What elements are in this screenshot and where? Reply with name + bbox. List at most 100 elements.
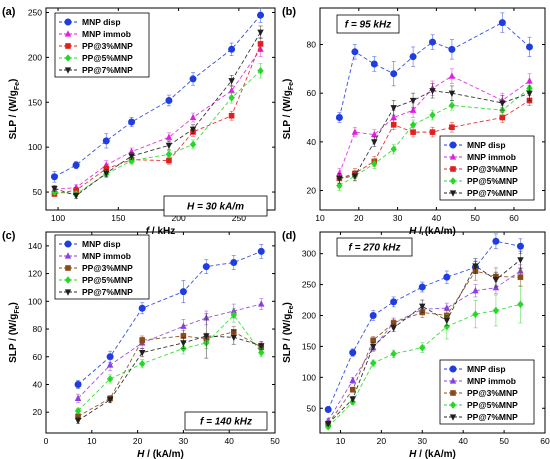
legend-marker <box>449 153 457 160</box>
legend-entry: PP@7%MNP <box>467 412 518 422</box>
data-point <box>390 70 398 78</box>
data-point <box>189 113 197 121</box>
legend: MNP disp MNP immob PP@3%MNP PP@5%MNP PP@7%MN… <box>439 359 535 425</box>
y-tick-label: 250 <box>302 280 316 290</box>
data-point <box>138 350 146 357</box>
data-point <box>349 386 356 393</box>
data-point <box>230 334 237 342</box>
data-point <box>258 343 265 350</box>
x-tick-label: 50 <box>470 213 480 223</box>
data-point <box>390 113 397 121</box>
x-tick-label: 200 <box>171 213 185 223</box>
data-point <box>499 100 506 107</box>
legend-entry: MNP immob <box>467 152 516 162</box>
data-point <box>138 304 146 312</box>
panel-label: (c) <box>2 230 16 242</box>
y-tick-label: 100 <box>28 296 42 306</box>
legend-marker <box>64 276 72 284</box>
data-point <box>189 75 197 83</box>
y-tick-label: 100 <box>302 372 316 382</box>
data-point <box>189 126 197 133</box>
y-tick-label: 20 <box>307 186 317 196</box>
x-tick-label: 60 <box>540 436 550 446</box>
y-axis-label: SLP / (W/gFe) <box>8 302 21 363</box>
legend-marker <box>64 67 72 74</box>
annotation-box <box>336 14 400 34</box>
x-tick-label: 100 <box>51 213 65 223</box>
data-point <box>443 317 451 325</box>
data-point <box>228 78 235 85</box>
series-line <box>77 335 262 421</box>
legend-marker <box>449 190 457 197</box>
y-tick-label: 60 <box>307 88 317 98</box>
legend-marker <box>449 414 457 421</box>
x-tick-label: 10 <box>336 436 346 446</box>
y-tick-label: 20 <box>33 407 43 417</box>
data-point <box>429 111 436 119</box>
y-tick-label: 250 <box>28 7 42 17</box>
data-point <box>106 397 114 404</box>
y-tick-label: 100 <box>28 142 42 152</box>
data-point <box>103 170 110 177</box>
x-tick-label: 0 <box>44 436 49 446</box>
y-tick-label: 120 <box>28 269 42 279</box>
series-line <box>54 32 261 197</box>
data-point <box>74 407 82 415</box>
series-3 <box>75 325 265 420</box>
y-tick-label: 200 <box>302 310 316 320</box>
legend-entry: PP@5%MNP <box>467 176 518 186</box>
legend-marker <box>64 240 72 248</box>
legend-marker <box>64 54 72 62</box>
x-tick-label: 50 <box>270 436 280 446</box>
data-point <box>74 380 82 388</box>
legend-entry: MNP immob <box>82 29 131 39</box>
data-point <box>448 90 456 97</box>
data-point <box>128 118 136 126</box>
x-tick-label: 60 <box>509 213 519 223</box>
data-point <box>258 300 265 307</box>
legend-marker <box>449 377 457 384</box>
data-point <box>448 72 456 79</box>
series-line <box>327 259 521 425</box>
legend-entry: PP@7%MNP <box>82 287 133 297</box>
data-point <box>165 150 173 159</box>
data-point <box>228 86 235 94</box>
data-point <box>492 237 500 245</box>
panel-label: (a) <box>2 6 16 18</box>
data-point <box>102 137 110 145</box>
data-point <box>351 128 359 135</box>
x-tick-label: 30 <box>418 436 428 446</box>
legend-entry: MNP disp <box>82 17 121 27</box>
x-tick-label: 10 <box>87 436 97 446</box>
data-point <box>369 311 377 319</box>
data-point <box>257 41 264 47</box>
plot-frame <box>45 7 276 211</box>
data-point <box>390 320 397 326</box>
data-point <box>74 394 82 401</box>
legend-entry: MNP disp <box>467 364 506 374</box>
data-point <box>324 421 332 428</box>
x-tick-label: 40 <box>458 436 468 446</box>
data-point <box>429 88 436 95</box>
data-point <box>75 413 81 420</box>
data-point <box>472 263 479 270</box>
legend-marker <box>450 166 456 172</box>
legend-marker <box>449 401 457 409</box>
legend-entry: MNP immob <box>82 251 131 261</box>
data-point <box>228 45 236 53</box>
data-point <box>472 310 479 319</box>
data-point <box>139 337 145 343</box>
data-point <box>166 157 172 164</box>
data-point <box>448 101 456 110</box>
data-point <box>336 181 343 190</box>
data-point <box>449 124 455 131</box>
panel-label: (d) <box>282 230 296 242</box>
legend-marker <box>449 141 457 149</box>
annotation-box <box>184 411 268 431</box>
data-point <box>370 60 378 68</box>
data-point <box>409 106 417 113</box>
y-axis-label: SLP / (W/gFe) <box>282 302 295 363</box>
data-point <box>324 405 332 413</box>
